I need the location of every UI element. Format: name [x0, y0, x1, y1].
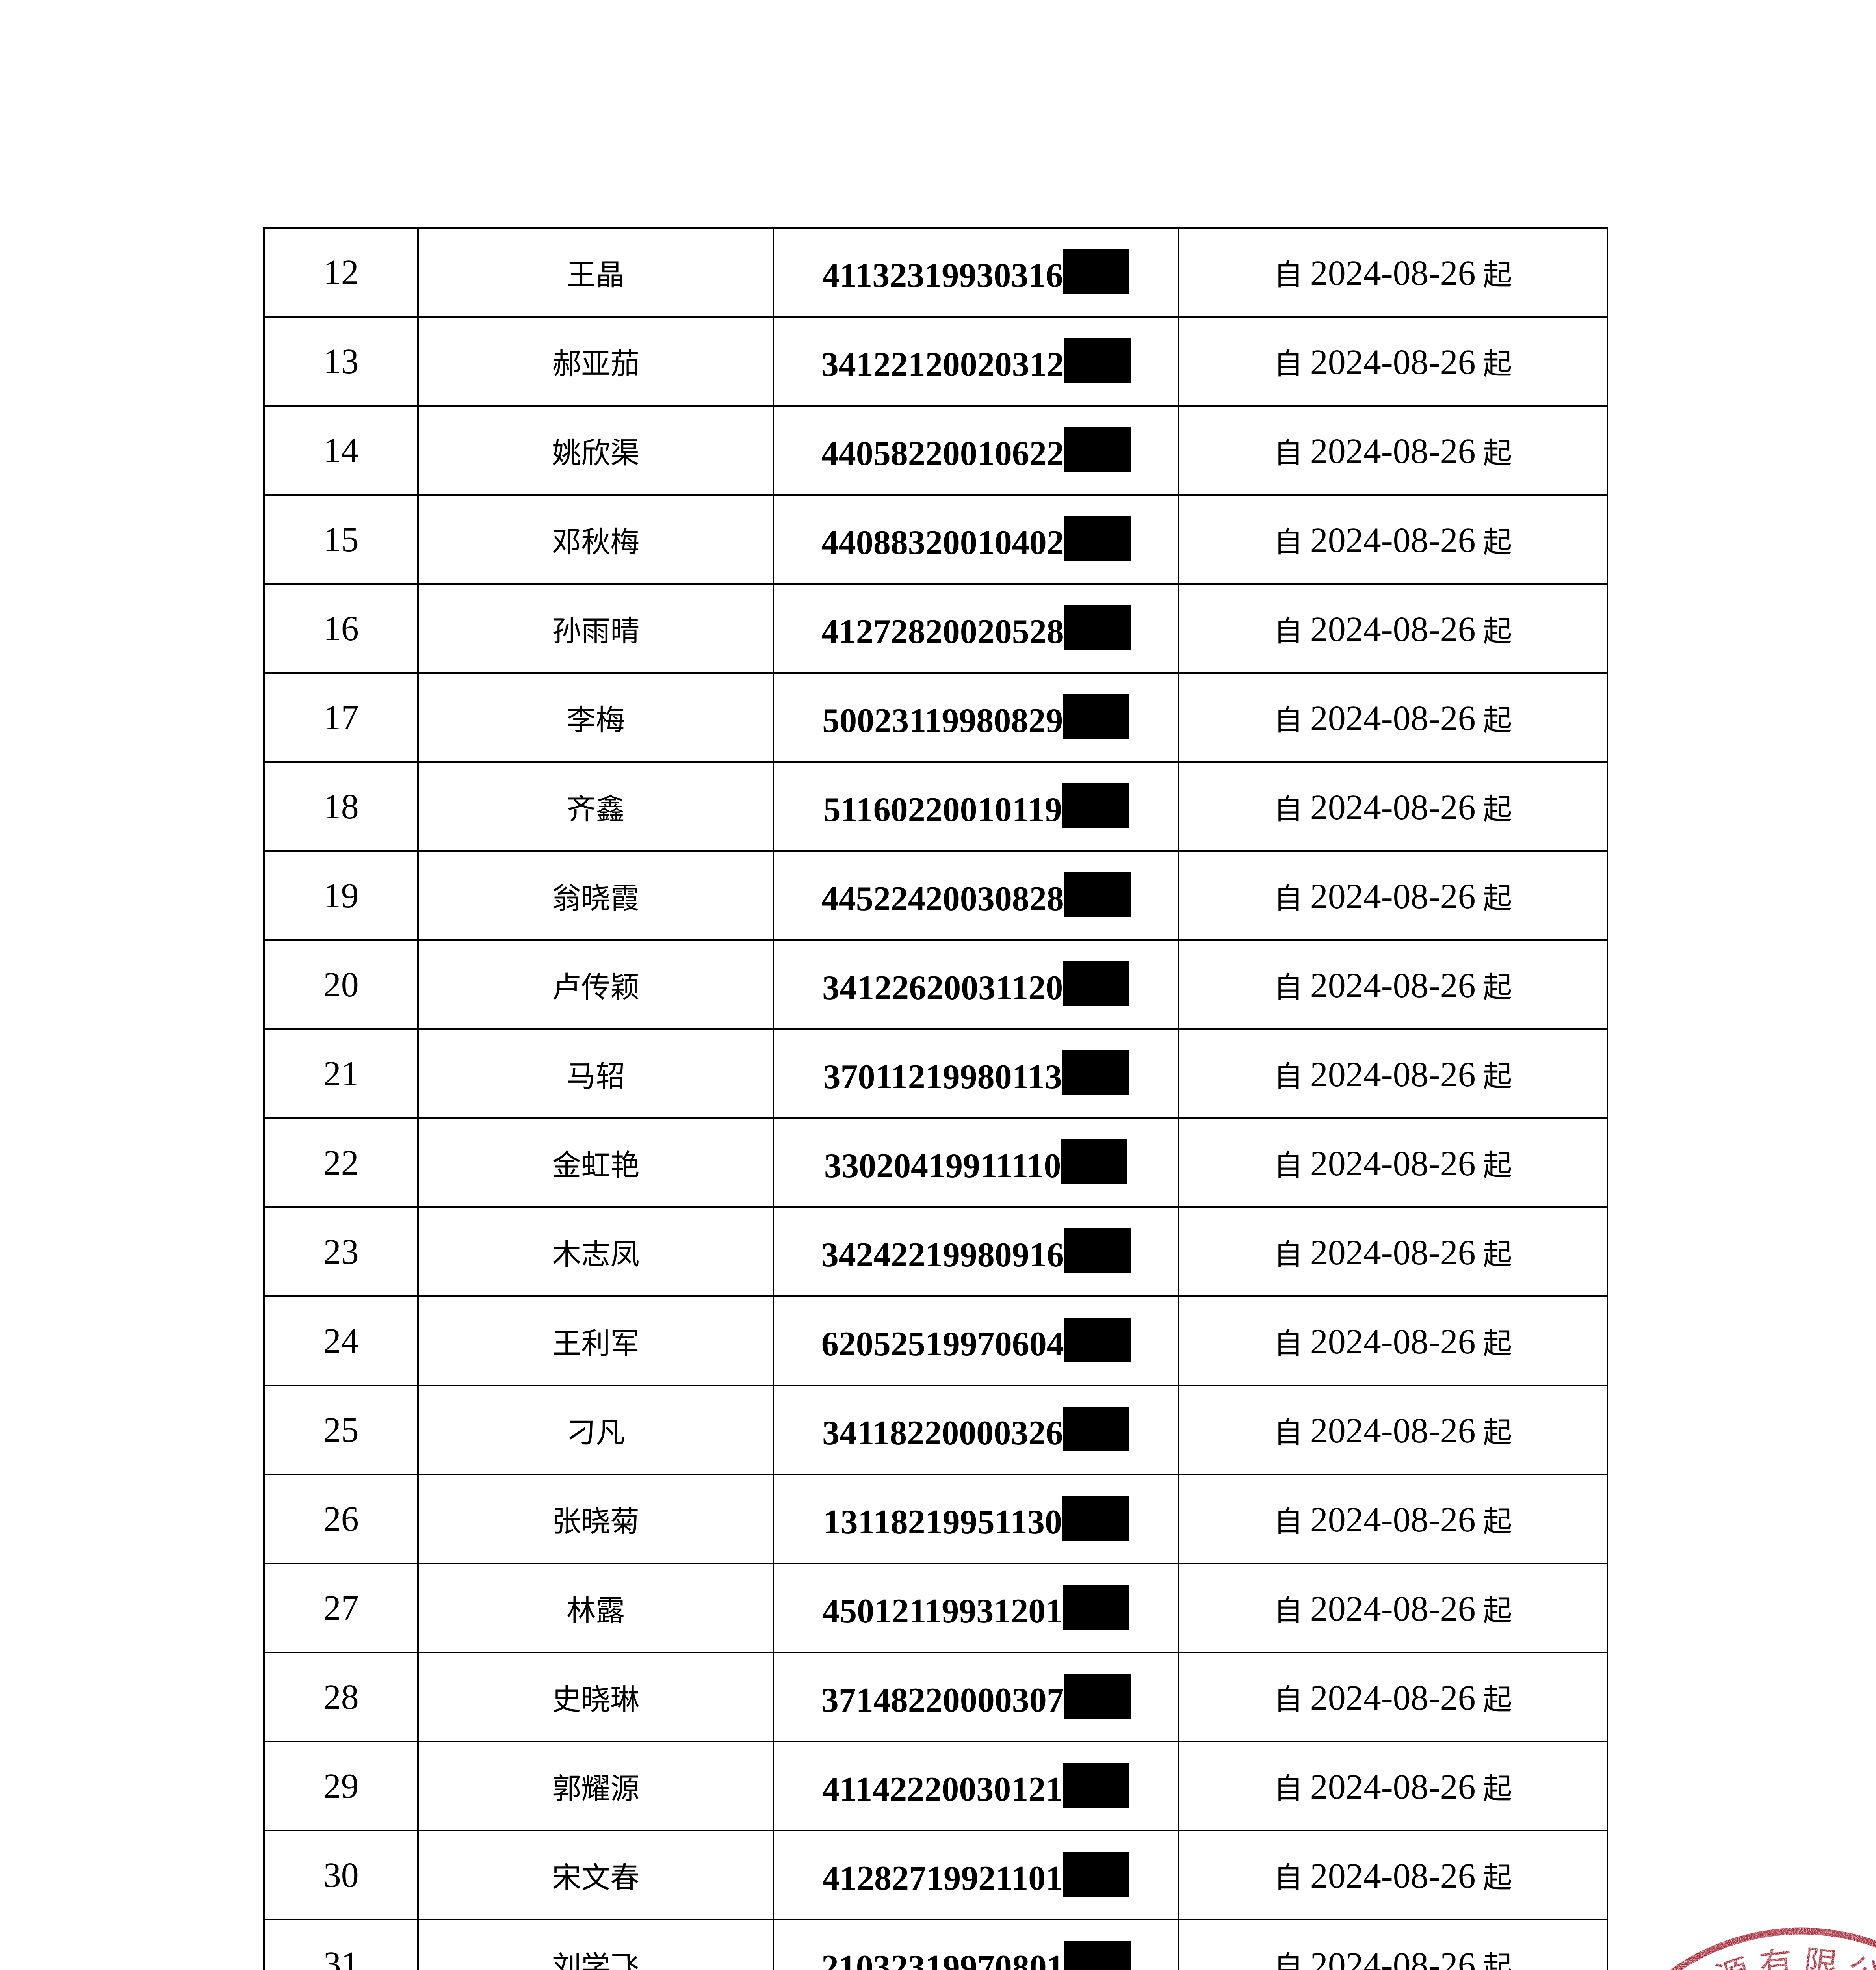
svg-text:邯博人力资源有限公司: 邯博人力资源有限公司: [1581, 1944, 1876, 1970]
